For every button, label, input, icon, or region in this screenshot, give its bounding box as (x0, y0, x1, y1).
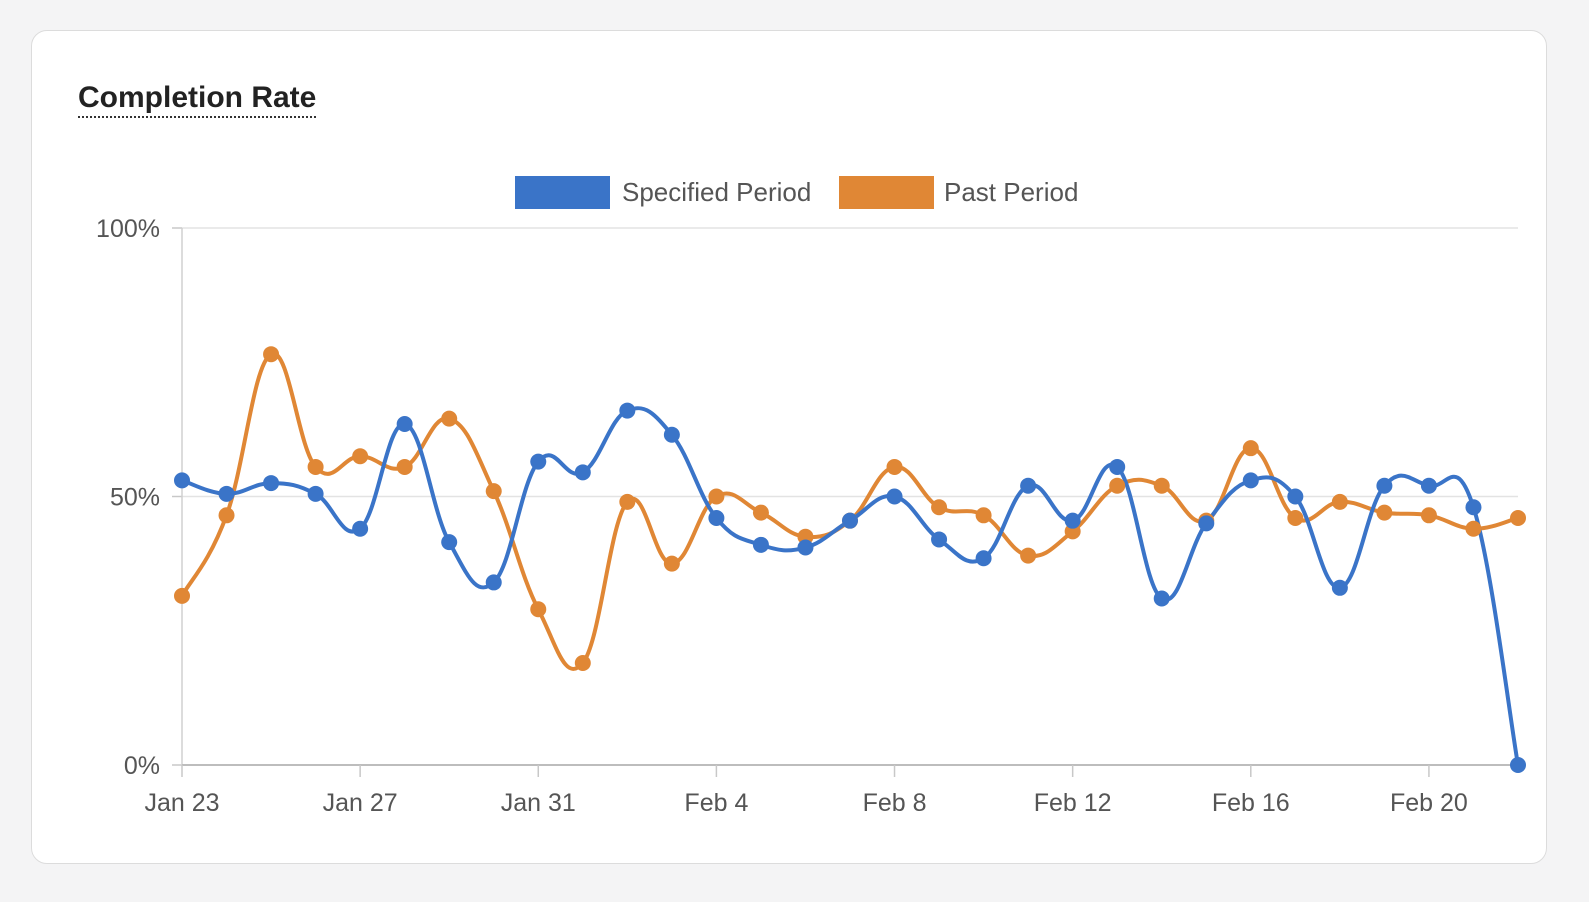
data-point[interactable] (1242, 440, 1259, 457)
data-point[interactable] (1109, 477, 1126, 494)
x-tick-label: Feb 16 (1212, 789, 1290, 817)
y-tick-label: 100% (96, 215, 160, 243)
data-point[interactable] (842, 512, 858, 529)
data-point[interactable] (1510, 757, 1526, 773)
series-line (180, 351, 1520, 671)
legend-swatch (515, 176, 610, 209)
legend-swatch (839, 176, 934, 209)
data-point[interactable] (174, 587, 190, 604)
data-point[interactable] (263, 475, 280, 492)
legend-item[interactable]: Specified Period (515, 176, 811, 209)
x-tick-label: Feb 20 (1390, 789, 1468, 817)
data-point[interactable] (574, 464, 591, 481)
data-point[interactable] (1287, 488, 1304, 505)
x-tick-label: Feb 4 (684, 789, 748, 817)
data-point[interactable] (485, 483, 502, 500)
data-point[interactable] (1109, 458, 1126, 475)
data-point[interactable] (1020, 547, 1037, 564)
data-point[interactable] (485, 574, 502, 591)
x-tick-label: Jan 31 (501, 789, 576, 817)
y-tick-label: 50% (110, 484, 160, 512)
data-point[interactable] (1420, 477, 1437, 494)
x-tick-label: Jan 27 (323, 789, 398, 817)
x-tick-label: Jan 23 (144, 789, 219, 817)
axes (172, 227, 1518, 777)
data-point[interactable] (1331, 493, 1348, 510)
legend-label: Past Period (944, 177, 1078, 207)
series-lines (180, 351, 1520, 767)
grid-lines (182, 227, 1518, 498)
data-point[interactable] (218, 485, 235, 502)
data-point[interactable] (396, 458, 413, 475)
data-point[interactable] (797, 539, 814, 556)
data-point[interactable] (663, 555, 680, 572)
data-point[interactable] (1153, 590, 1170, 607)
data-point[interactable] (931, 499, 948, 516)
data-point[interactable] (1242, 472, 1259, 489)
series-points (174, 346, 1526, 773)
data-point[interactable] (1331, 579, 1348, 596)
data-point[interactable] (307, 458, 324, 475)
data-point[interactable] (441, 410, 458, 427)
x-tick-label: Feb 12 (1034, 789, 1112, 817)
data-point[interactable] (975, 507, 992, 524)
data-point[interactable] (352, 520, 369, 537)
series-line (180, 406, 1520, 767)
data-point[interactable] (1153, 477, 1170, 494)
data-point[interactable] (886, 488, 903, 505)
data-point[interactable] (931, 531, 948, 548)
data-point[interactable] (263, 346, 280, 363)
data-point[interactable] (441, 534, 458, 551)
tick-labels: 0% 50% 100% Jan 23 Jan 27 Jan 31 Feb 4 Feb 8 Feb… (96, 215, 1468, 817)
data-point[interactable] (1376, 504, 1393, 521)
data-point[interactable] (886, 458, 903, 475)
data-point[interactable] (663, 426, 680, 443)
x-tick-label: Feb 8 (863, 789, 927, 817)
data-point[interactable] (1376, 477, 1393, 494)
data-point[interactable] (1510, 509, 1526, 526)
data-point[interactable] (1020, 477, 1037, 494)
data-point[interactable] (530, 453, 547, 470)
data-point[interactable] (1064, 512, 1081, 529)
data-point[interactable] (752, 536, 769, 553)
data-point[interactable] (708, 488, 725, 505)
data-point[interactable] (975, 550, 992, 567)
data-point[interactable] (1420, 507, 1437, 524)
data-point[interactable] (1198, 515, 1215, 532)
data-point[interactable] (396, 416, 413, 433)
data-point[interactable] (1465, 499, 1482, 516)
data-point[interactable] (218, 507, 235, 524)
data-point[interactable] (1465, 520, 1482, 537)
data-point[interactable] (574, 654, 591, 671)
data-point[interactable] (1287, 509, 1304, 526)
data-point[interactable] (708, 509, 725, 526)
data-point[interactable] (752, 504, 769, 521)
data-point[interactable] (530, 601, 547, 618)
data-point[interactable] (352, 448, 369, 465)
legend: Specified Period Past Period (515, 176, 1078, 209)
completion-rate-card: Completion Rate (31, 30, 1547, 864)
y-tick-label: 0% (124, 752, 160, 780)
data-point[interactable] (619, 402, 636, 419)
data-point[interactable] (307, 485, 324, 502)
legend-label: Specified Period (622, 177, 811, 207)
legend-item[interactable]: Past Period (839, 176, 1078, 209)
card-title[interactable]: Completion Rate (78, 81, 317, 118)
data-point[interactable] (619, 493, 636, 510)
data-point[interactable] (174, 472, 190, 489)
